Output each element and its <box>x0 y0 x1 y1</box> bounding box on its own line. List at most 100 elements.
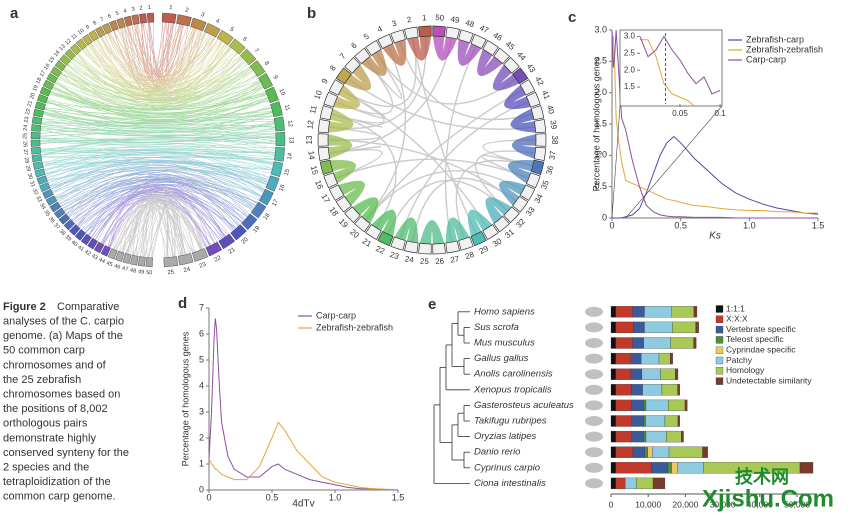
chromosome-label: 23 <box>24 116 31 123</box>
chromosome-segment <box>204 22 221 38</box>
chord <box>47 94 267 127</box>
chromosome-label: 20 <box>241 236 250 245</box>
bar-segment <box>615 477 626 490</box>
chromosome-label: 8 <box>328 63 338 72</box>
chromosome-segment <box>418 242 432 255</box>
chord <box>42 144 273 170</box>
chord <box>109 194 212 248</box>
caption-line: orthologous pairs <box>3 418 88 430</box>
x-tick-label: 0.05 <box>672 109 688 118</box>
chromosome-segment <box>250 201 267 219</box>
bar-segment <box>641 368 661 380</box>
caption-line: conserved synteny for the <box>3 447 129 459</box>
chromosome-segment <box>323 172 339 189</box>
bar-segment <box>799 462 814 474</box>
chord <box>56 167 266 201</box>
x-axis-label: 4dTv <box>292 499 314 510</box>
chord <box>44 151 274 172</box>
cross-link <box>365 170 524 221</box>
chromosome-label: 3 <box>391 18 399 28</box>
chromosome-label: 9 <box>320 76 330 85</box>
y-tick-label: 3.0 <box>594 24 607 34</box>
chromosome-segment <box>30 139 41 147</box>
legend-label: Undetectable similarity <box>726 375 812 385</box>
cross-links <box>327 36 537 243</box>
chromosome-label: 18 <box>327 205 340 218</box>
chromosome-label: 8 <box>92 20 98 27</box>
chromosome-label: 44 <box>515 50 528 63</box>
chromosome-segment <box>34 101 46 111</box>
chord <box>43 107 272 124</box>
chromosome-segment <box>131 14 140 25</box>
chromosome-label: 47 <box>478 23 490 35</box>
cross-link <box>340 37 417 108</box>
chromosome-label: 48 <box>129 268 136 275</box>
chord <box>95 39 223 82</box>
inset-box <box>619 29 723 107</box>
chord <box>60 173 255 209</box>
chromosome-segment <box>354 215 371 233</box>
legend-label: Patchy <box>726 355 753 365</box>
chromosome-segment <box>403 240 419 254</box>
watermark: 技术网 <box>735 466 789 487</box>
chromosome-segment <box>34 168 46 178</box>
chromosome-segment <box>403 26 419 40</box>
chord <box>60 66 251 112</box>
species-label: Homo sapiens <box>474 306 535 317</box>
cross-link <box>399 40 533 121</box>
chord <box>43 149 274 171</box>
bar-segment <box>647 446 653 458</box>
bar-segment <box>640 352 660 365</box>
bar-segment <box>681 430 684 443</box>
chromosome-label: 7 <box>100 16 105 23</box>
chromosome-label: 41 <box>76 245 84 253</box>
species-label: Danio rerio <box>474 447 520 458</box>
chromosome-segment <box>81 34 93 46</box>
y-axis-label: Percentage of homologous genes <box>591 56 601 191</box>
species-label: Mus musculus <box>474 338 535 349</box>
chromosome-segment <box>137 256 146 267</box>
chromosome-segment <box>319 105 334 121</box>
chord <box>76 184 234 232</box>
y-tick-label: 2.5 <box>624 48 636 57</box>
chromosome-label: 24 <box>183 267 191 274</box>
chord <box>54 79 260 115</box>
bar-segment <box>672 321 696 334</box>
chord <box>46 159 269 181</box>
chromosome-label: 27 <box>22 149 29 156</box>
bar-segment <box>610 430 616 443</box>
species-label: Xenopus tropicalis <box>473 384 552 395</box>
chromosome-segment <box>344 206 361 224</box>
chord <box>40 139 276 156</box>
bar-segment <box>631 384 643 396</box>
legend-label: Zebrafish-zebrafish <box>316 322 393 332</box>
chord <box>84 184 239 233</box>
chord <box>45 149 269 183</box>
bar-segment <box>610 306 616 318</box>
caption-line: demonstrate highly <box>3 432 96 444</box>
chord <box>50 91 267 111</box>
chromosome-label: 18 <box>263 212 272 221</box>
panel-label: b <box>307 5 316 22</box>
chromosome-segment <box>107 248 118 260</box>
chromosome-segment <box>328 184 345 201</box>
bar-segment <box>615 321 634 334</box>
chromosome-segment <box>163 256 179 268</box>
bar-segment <box>645 415 666 427</box>
chord <box>41 136 276 157</box>
bar-segment <box>668 399 686 412</box>
chromosome-segment <box>418 25 432 38</box>
species-icon <box>585 369 603 380</box>
chromosome-segment <box>192 248 209 262</box>
chord <box>63 69 254 103</box>
x-tick-label: 1.0 <box>329 492 342 502</box>
species-icon <box>585 462 603 473</box>
bar-segment <box>658 352 671 365</box>
bar-segment <box>644 321 673 334</box>
species-label: Takifugu rubripes <box>474 416 547 427</box>
y-tick-label: 2.0 <box>594 87 607 97</box>
caption-line: 2 species and the <box>3 462 89 474</box>
chromosome-label: 6 <box>349 40 359 50</box>
chromosome-label: 21 <box>361 236 374 249</box>
chord <box>133 195 181 256</box>
